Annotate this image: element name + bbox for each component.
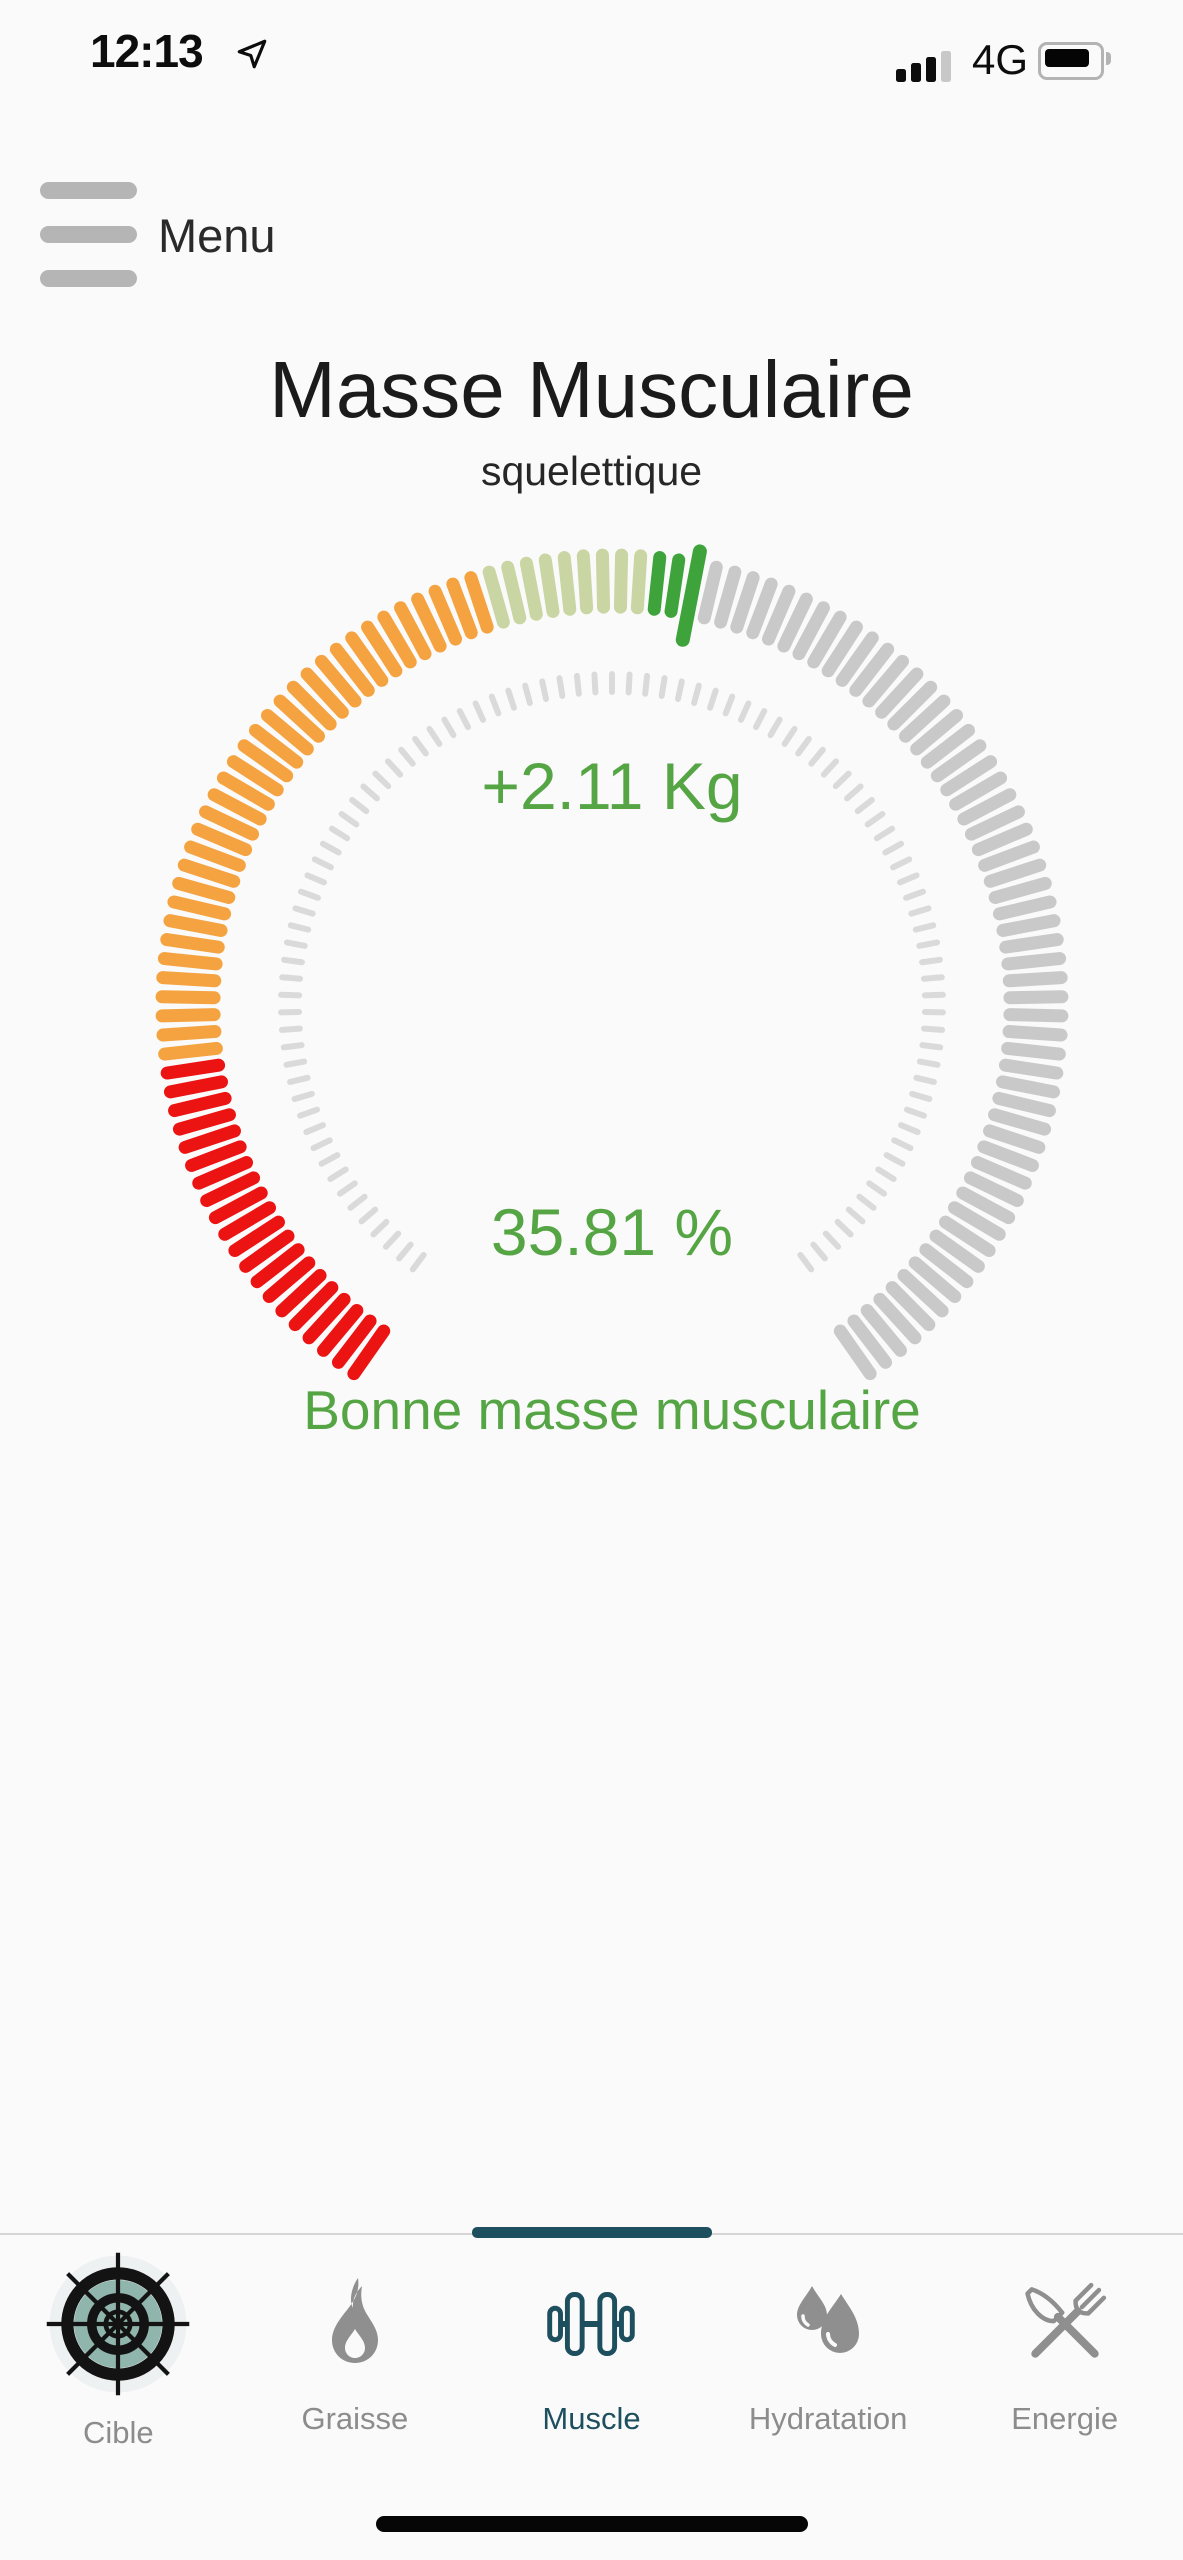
water-drops-icon (778, 2249, 878, 2399)
cutlery-icon (1012, 2249, 1118, 2399)
tab-energie[interactable]: Energie (946, 2249, 1183, 2451)
location-arrow-icon (234, 36, 270, 72)
status-message: Bonne masse musculaire (303, 1379, 921, 1441)
gauge-svg (155, 544, 1069, 1381)
tab-label: Energie (1011, 2401, 1119, 2436)
home-indicator[interactable] (376, 2516, 808, 2532)
battery-icon (1038, 42, 1104, 80)
tab-label: Cible (82, 2415, 154, 2450)
tab-bar: Cible Graisse Muscle Hydratation Energie (0, 2249, 1183, 2451)
battery-fill (1045, 49, 1089, 67)
status-time: 12:13 (90, 25, 204, 77)
flame-icon (305, 2249, 405, 2399)
signal-icon (896, 48, 958, 82)
menu-button[interactable]: Menu (40, 182, 460, 292)
tab-muscle[interactable]: Muscle (473, 2249, 710, 2451)
tab-label: Graisse (301, 2401, 409, 2436)
page-subtitle: squelettique (480, 448, 703, 494)
tab-graisse[interactable]: Graisse (237, 2249, 474, 2451)
page-title: Masse Musculaire (269, 345, 914, 434)
muscle-mass-gauge: +2.11 Kg 35.81 % (137, 530, 1087, 1480)
tab-cible[interactable]: Cible (0, 2249, 237, 2451)
network-label: 4G (972, 36, 1029, 83)
tab-label: Muscle (542, 2401, 641, 2436)
delta-value: +2.11 Kg (481, 749, 743, 823)
tab-hydratation[interactable]: Hydratation (710, 2249, 947, 2451)
target-icon (43, 2249, 193, 2399)
menu-label: Menu (158, 209, 276, 262)
percent-value: 35.81 % (490, 1195, 734, 1269)
battery-nub (1106, 52, 1111, 65)
active-tab-indicator (472, 2227, 712, 2238)
dumbbell-icon (532, 2249, 650, 2399)
tab-label: Hydratation (748, 2401, 908, 2436)
